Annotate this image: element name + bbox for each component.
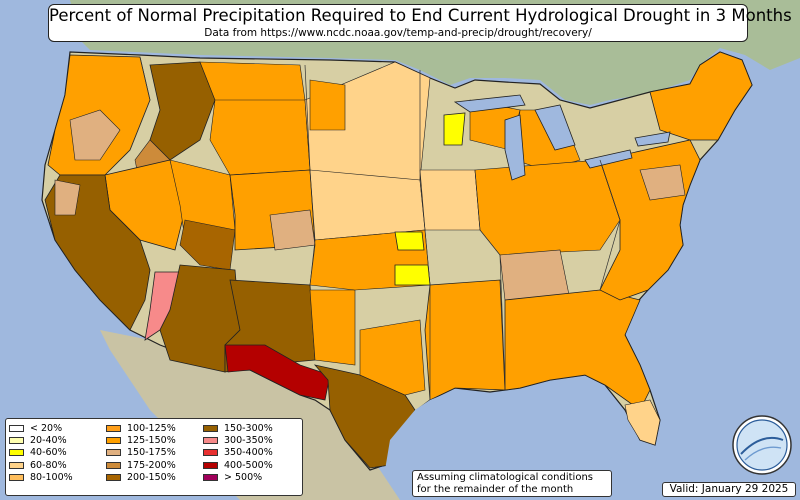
legend-label: 400-500% bbox=[224, 459, 273, 471]
legend-swatch bbox=[106, 424, 121, 432]
region-new-england bbox=[649, 51, 753, 141]
legend-swatch bbox=[203, 424, 218, 432]
title-box: Percent of Normal Precipitation Required… bbox=[48, 4, 792, 42]
region-ohio-valley bbox=[474, 159, 621, 256]
legend-item: 100-125% bbox=[106, 422, 176, 434]
legend-swatch bbox=[106, 474, 121, 482]
region-oregon-tan bbox=[69, 109, 121, 161]
mexico-land bbox=[100, 330, 400, 500]
legend-item: 150-300% bbox=[203, 422, 273, 434]
region-kansas-yellow bbox=[394, 231, 425, 251]
legend-column-2: 100-125% 125-150% 150-175% 175-200% 200-150% bbox=[106, 422, 176, 484]
legend-label: 300-350% bbox=[224, 435, 273, 447]
region-oklahoma-panhandle bbox=[309, 289, 356, 366]
assumption-note-line1: Assuming climatological conditions bbox=[417, 472, 593, 483]
region-kentucky-tan bbox=[499, 249, 571, 301]
legend-item: > 500% bbox=[203, 472, 273, 484]
legend-item: 150-175% bbox=[106, 447, 176, 459]
legend-swatch bbox=[203, 437, 218, 445]
legend-label: 200-150% bbox=[127, 472, 176, 484]
region-iowa bbox=[419, 169, 481, 231]
drought-regions bbox=[44, 51, 753, 469]
legend-column-1: < 20% 20-40% 40-60% 60-80% 80-100% bbox=[9, 422, 73, 484]
legend-label: 100-125% bbox=[127, 422, 176, 434]
legend-swatch bbox=[9, 461, 24, 469]
legend-column-3: 150-300% 300-350% 350-400% 400-500% > 500% bbox=[203, 422, 273, 484]
legend-item: 400-500% bbox=[203, 459, 273, 471]
legend-item: 40-60% bbox=[9, 447, 73, 459]
legend-swatch bbox=[106, 449, 121, 457]
legend-label: 60-80% bbox=[30, 459, 67, 471]
legend-item: 200-150% bbox=[106, 472, 176, 484]
legend-swatch bbox=[9, 449, 24, 457]
legend-label: > 500% bbox=[224, 472, 263, 484]
region-colorado-tan bbox=[269, 209, 316, 251]
legend-label: 125-150% bbox=[127, 435, 176, 447]
map-subtitle: Data from https://www.ncdc.noaa.gov/temp… bbox=[204, 27, 592, 39]
legend-label: 150-175% bbox=[127, 447, 176, 459]
region-oklahoma-yellow bbox=[394, 264, 431, 286]
legend-swatch bbox=[203, 461, 218, 469]
legend-swatch bbox=[9, 474, 24, 482]
legend-item: 300-350% bbox=[203, 434, 273, 446]
legend-swatch bbox=[203, 474, 218, 482]
legend: < 20% 20-40% 40-60% 60-80% 80-100% 100-125% 1… bbox=[5, 418, 303, 496]
legend-swatch bbox=[9, 437, 24, 445]
gulf-water bbox=[385, 378, 628, 500]
region-new-york-tan bbox=[639, 164, 686, 201]
legend-label: 80-100% bbox=[30, 472, 73, 484]
region-nebraska bbox=[309, 169, 426, 241]
legend-swatch bbox=[9, 424, 24, 432]
legend-label: 175-200% bbox=[127, 459, 176, 471]
valid-date: Valid: January 29 2025 bbox=[662, 482, 796, 497]
legend-label: 20-40% bbox=[30, 435, 67, 447]
legend-item: 350-400% bbox=[203, 447, 273, 459]
legend-swatch bbox=[106, 461, 121, 469]
legend-label: < 20% bbox=[30, 422, 63, 434]
legend-item: 60-80% bbox=[9, 459, 73, 471]
assumption-note-line2: for the remainder of the month bbox=[417, 484, 574, 495]
legend-swatch bbox=[203, 449, 218, 457]
map-title: Percent of Normal Precipitation Required… bbox=[49, 6, 792, 25]
region-utah-south bbox=[179, 219, 236, 271]
legend-item: 175-200% bbox=[106, 459, 176, 471]
nexlab-logo bbox=[732, 415, 792, 475]
legend-label: 350-400% bbox=[224, 447, 273, 459]
legend-swatch bbox=[106, 437, 121, 445]
state-lines bbox=[129, 56, 621, 400]
region-mississippi-valley bbox=[424, 279, 506, 401]
region-calif-tan bbox=[54, 179, 81, 216]
legend-item: 20-40% bbox=[9, 434, 73, 446]
legend-item: < 20% bbox=[9, 422, 73, 434]
region-tx-central bbox=[359, 319, 426, 396]
region-wyoming bbox=[209, 99, 311, 176]
great-lakes bbox=[453, 94, 671, 181]
legend-label: 150-300% bbox=[224, 422, 273, 434]
legend-item: 80-100% bbox=[9, 472, 73, 484]
region-florida-tan bbox=[624, 399, 661, 446]
legend-item: 125-150% bbox=[106, 434, 176, 446]
region-dakota-orange bbox=[309, 79, 346, 131]
legend-label: 40-60% bbox=[30, 447, 67, 459]
assumption-note: Assuming climatological conditions for t… bbox=[412, 470, 612, 497]
region-new-mexico-south bbox=[224, 344, 331, 401]
region-wisconsin-yellow bbox=[443, 112, 466, 146]
